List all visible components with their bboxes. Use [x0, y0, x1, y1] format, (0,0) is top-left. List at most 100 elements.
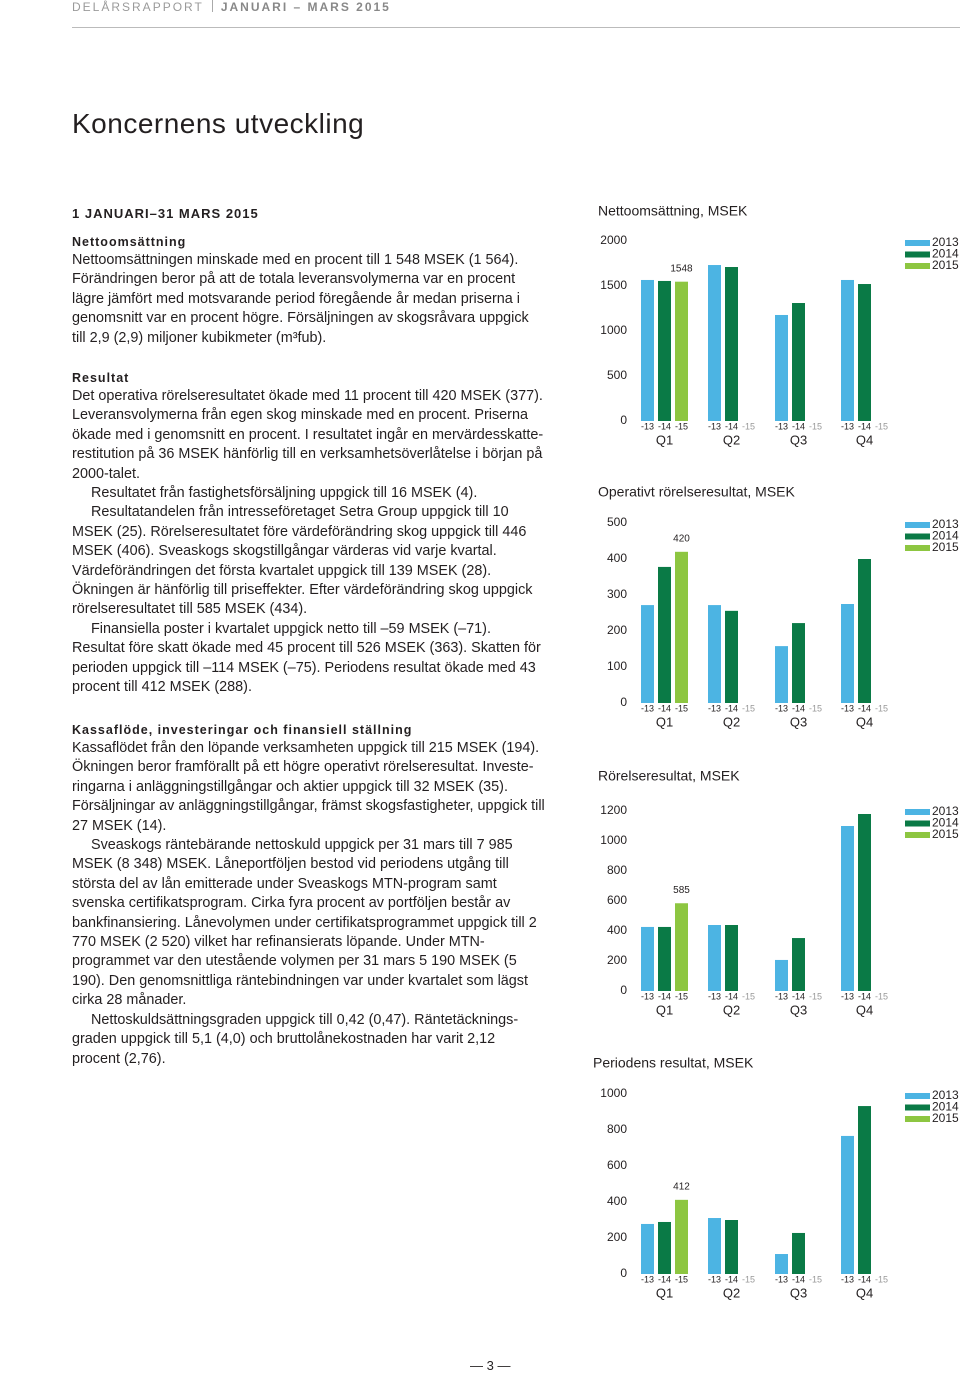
bar-sub-label: -13: [841, 703, 854, 713]
y-tick-label: 500: [607, 368, 627, 382]
data-label: 420: [673, 533, 690, 544]
paragraph: Nettoomsättningen minskade med en procen…: [72, 252, 529, 346]
legend-label: 2013: [932, 1088, 959, 1102]
bar: [775, 314, 788, 421]
y-tick-label: 1000: [600, 1086, 627, 1100]
y-tick-label: 200: [607, 953, 627, 967]
bar-sub-label: -14: [858, 703, 871, 713]
legend-label: 2013: [932, 517, 959, 531]
bar: [775, 1254, 788, 1274]
x-tick-label: Q4: [856, 1285, 873, 1300]
data-label: 585: [673, 885, 690, 896]
x-tick-label: Q1: [656, 714, 673, 729]
legend-swatch: [905, 240, 930, 246]
bar: [725, 1220, 738, 1274]
bar: [658, 926, 671, 991]
paragraph: Resultatet från fastighetsförsäljning up…: [91, 485, 478, 502]
legend-label: 2015: [932, 1111, 959, 1125]
bar-sub-label: -14: [725, 703, 738, 713]
legend-swatch: [905, 263, 930, 269]
y-tick-label: 1000: [600, 323, 627, 337]
bar: [708, 1218, 721, 1274]
paragraph: Nettoskuldsättningsgraden uppgick till 0…: [72, 1011, 519, 1067]
report-period: JANUARI – MARS 2015: [220, 0, 391, 14]
bar-sub-label: -15: [809, 991, 822, 1001]
bar-sub-label: -15: [809, 421, 822, 431]
bar-sub-label: -15: [875, 1274, 888, 1284]
legend-label: 2013: [932, 235, 959, 249]
report-name: DELÅRSRAPPORT: [72, 0, 204, 14]
bar: [858, 284, 871, 421]
bar-sub-label: -15: [742, 703, 755, 713]
chart-title: Periodens resultat, MSEK: [593, 1055, 754, 1071]
chart-title: Operativt rörelseresultat, MSEK: [598, 484, 796, 500]
legend-label: 2015: [932, 258, 959, 272]
legend-swatch: [905, 1104, 930, 1111]
bar-sub-label: -13: [775, 703, 788, 713]
bar-sub-label: -15: [742, 1274, 755, 1284]
y-tick-label: 400: [607, 1194, 627, 1208]
legend-label: 2015: [932, 827, 959, 841]
bar-sub-label: -14: [792, 703, 805, 713]
legend-swatch: [905, 251, 930, 258]
bar: [792, 1232, 805, 1274]
bar-sub-label: -14: [858, 991, 871, 1001]
bar: [858, 814, 871, 991]
y-tick-label: 0: [620, 1266, 627, 1280]
legend-swatch: [905, 832, 930, 838]
y-tick-label: 1000: [600, 833, 627, 847]
x-tick-label: Q2: [723, 432, 740, 447]
x-tick-label: Q1: [656, 1285, 673, 1300]
legend-label: 2013: [932, 804, 959, 818]
bar-sub-label: -13: [641, 421, 654, 431]
legend-label: 2014: [932, 816, 959, 830]
bar-sub-label: -13: [708, 1274, 721, 1284]
bar: [675, 903, 688, 991]
chart-title: Rörelseresultat, MSEK: [598, 768, 740, 784]
legend-swatch: [905, 1093, 930, 1099]
bar: [641, 279, 654, 421]
bar-sub-label: -14: [792, 991, 805, 1001]
legend-label: 2015: [932, 540, 959, 554]
x-tick-label: Q3: [790, 714, 807, 729]
bar-sub-label: -13: [775, 421, 788, 431]
y-tick-label: 0: [620, 413, 627, 427]
bar: [841, 1135, 854, 1274]
page-title: Koncernens utveckling: [72, 108, 365, 139]
x-tick-label: Q2: [723, 714, 740, 729]
section: Nettoomsättning Nettoomsättningen minskad…: [72, 234, 546, 348]
bar: [658, 280, 671, 421]
bar-sub-label: -15: [675, 991, 688, 1001]
legend-swatch: [905, 522, 930, 528]
bar-sub-label: -14: [725, 991, 738, 1001]
bar-sub-label: -13: [841, 1274, 854, 1284]
bar-sub-label: -15: [742, 421, 755, 431]
bar: [792, 938, 805, 991]
page-number-value: 3: [486, 1358, 494, 1373]
section-heading: Resultat: [72, 371, 130, 385]
bar-sub-label: -15: [809, 703, 822, 713]
legend-label: 2014: [932, 529, 959, 543]
bar: [708, 605, 721, 703]
bar-sub-label: -15: [875, 703, 888, 713]
bar-sub-label: -13: [841, 421, 854, 431]
bar-sub-label: -13: [708, 421, 721, 431]
bar-sub-label: -15: [675, 1274, 688, 1284]
bar-sub-label: -14: [792, 1274, 805, 1284]
bar-sub-label: -14: [792, 421, 805, 431]
bar: [792, 623, 805, 703]
bar-sub-label: -14: [725, 421, 738, 431]
legend-swatch: [905, 545, 930, 551]
y-tick-label: 300: [607, 587, 627, 601]
legend-swatch: [905, 820, 930, 827]
section-heading: Nettoomsättning: [72, 235, 187, 249]
bar: [841, 279, 854, 421]
y-tick-label: 600: [607, 1158, 627, 1172]
x-tick-label: Q3: [790, 432, 807, 447]
bar: [725, 925, 738, 991]
bar-sub-label: -15: [675, 421, 688, 431]
bar: [841, 604, 854, 703]
bar-sub-label: -14: [658, 703, 671, 713]
bar-sub-label: -14: [858, 1274, 871, 1284]
